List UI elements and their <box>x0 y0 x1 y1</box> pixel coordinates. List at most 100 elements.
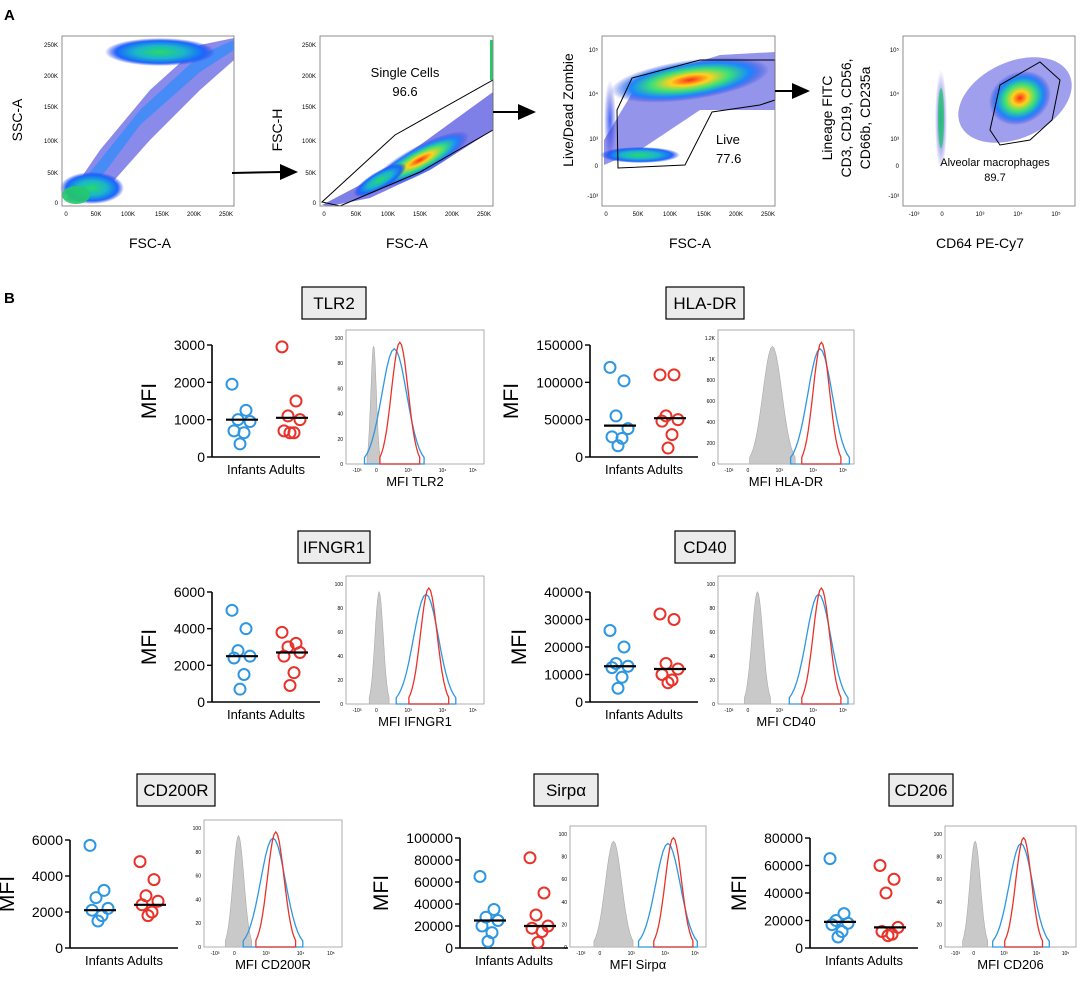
histogram-y-tick: 20 <box>936 922 942 928</box>
marker-title: HLA-DR <box>673 294 736 313</box>
xtick: 0 <box>64 212 68 218</box>
xtick: 200K <box>445 212 459 218</box>
histogram-y-tick: 60 <box>709 630 715 636</box>
gating-plot-ssc-fsc: 250K 200K 150K 100K 50K 0 0 50K 100K 150… <box>9 35 235 251</box>
histogram: 100 80 60 40 20 0 -10³ 0 10³ 10⁴ 10⁵ MFI Sirpα <box>559 825 707 972</box>
histogram-x-tick: 10⁵ <box>1062 951 1070 957</box>
ytick: 10³ <box>589 137 598 143</box>
histogram-frame <box>569 825 707 948</box>
marker-title-box <box>301 286 367 320</box>
data-point-adults <box>661 441 675 455</box>
histogram-y-tick: 40 <box>337 654 343 660</box>
histogram-x-tick: -10³ <box>211 951 220 957</box>
y-tick-label: 0 <box>795 940 803 956</box>
histogram-x-tick: 10⁴ <box>297 951 305 957</box>
histogram-y-tick: 0 <box>712 462 715 468</box>
y-tick-label: 20000 <box>764 913 803 929</box>
histogram: 1.2K 1K 800 600 400 200 0 -10³ 0 10³ 10⁴ 10⁵ MFI HLA… <box>705 329 855 489</box>
gate-name: Single Cells <box>371 65 440 80</box>
histogram-y-tick: 40 <box>337 412 343 418</box>
data-point-infants <box>605 661 619 675</box>
histogram-infants-peak <box>395 593 457 705</box>
xtick: 200K <box>187 212 201 218</box>
marker-title: CD200R <box>143 781 208 800</box>
y-tick-label: 0 <box>575 449 583 465</box>
histogram-x-tick: 0 <box>972 951 975 957</box>
histogram-y-tick: 800 <box>707 378 716 384</box>
data-point-infants <box>615 670 629 684</box>
gate-value: 77.6 <box>716 151 741 166</box>
data-point-infants <box>487 903 501 916</box>
histogram-y-tick: 0 <box>939 945 942 951</box>
histogram-control-peak <box>749 345 796 465</box>
y-axis-label: MFI <box>138 629 161 665</box>
histogram-infants-peak <box>637 842 698 948</box>
y-axis-label: MFI <box>500 383 523 419</box>
ytick: 0 <box>896 164 900 170</box>
y-tick-label: 2000 <box>32 904 63 920</box>
data-point-infants <box>225 603 239 617</box>
histogram-x-tick: 10⁴ <box>661 951 669 957</box>
marker-title: CD40 <box>683 538 726 557</box>
data-point-adults <box>283 679 297 692</box>
ytick: 150K <box>44 105 58 111</box>
y-axis-label: MFI <box>728 875 751 911</box>
marker-title-box <box>665 286 745 320</box>
density-cloud <box>902 35 1076 207</box>
data-point-adults <box>873 859 887 872</box>
xtick: 250K <box>477 212 491 218</box>
histogram: 100 80 60 40 20 0 -10³ 0 10³ 10⁴ 10⁵ MFI CD40 <box>707 575 855 729</box>
gating-plot-macrophages: Alveolar macrophages 89.7 10⁵ 10⁴ 10³ 0 … <box>819 35 1076 251</box>
data-point-adults <box>537 886 551 900</box>
data-point-adults <box>133 855 147 869</box>
xtick: 100K <box>121 212 135 218</box>
y-tick-label: 40000 <box>544 584 583 600</box>
gating2-xticks: 0 50K 100K 150K 200K 250K <box>322 212 491 218</box>
ytick: 10⁴ <box>890 91 900 98</box>
gating-plot-live-dead: Live 77.6 10⁵ 10⁴ 10³ 0 -10³ 0 50K 100K … <box>560 35 776 251</box>
y-tick-label: 0 <box>445 940 453 956</box>
histogram-infants-peak <box>788 593 849 705</box>
data-point-infants <box>603 624 617 637</box>
histogram-x-tick: 0 <box>747 468 750 474</box>
histogram-y-tick: 60 <box>195 874 201 880</box>
histogram-y-tick: 100 <box>559 832 568 838</box>
y-axis-label: MFI <box>370 875 393 911</box>
x-category-labels: Infants Adults <box>605 707 684 722</box>
y-axis-label: MFI <box>0 876 19 912</box>
histogram-x-tick: 10⁵ <box>839 468 847 474</box>
data-point-adults <box>655 414 669 428</box>
histogram-x-tick: 10⁴ <box>439 468 447 474</box>
marker-panel-cd206: CD206 80000 60000 40000 20000 0 MFI Infants Adu… <box>728 773 1077 972</box>
x-axis-label: CD64 PE-Cy7 <box>936 235 1024 251</box>
xtick: -10³ <box>909 212 920 218</box>
histogram-y-tick: 100 <box>335 582 344 588</box>
data-point-adults <box>275 625 289 639</box>
histogram-x-label: MFI CD206 <box>977 957 1043 972</box>
histogram: 100 80 60 40 20 0 -10³ 0 10³ 10⁴ 10⁵ MFI CD200R <box>193 819 343 972</box>
histogram: 100 80 60 40 20 0 -10³ 0 10³ 10⁴ 10⁵ MFI IFNGR1 <box>335 575 485 729</box>
marker-title: TLR2 <box>313 294 355 313</box>
ytick: 250K <box>44 43 58 49</box>
histogram-y-tick: 600 <box>707 399 716 405</box>
y-axis-label: SSC-A <box>9 98 25 141</box>
data-point-infants <box>89 891 103 905</box>
histogram-y-tick: 20 <box>561 922 567 928</box>
histogram-infants-peak <box>992 842 1050 948</box>
data-point-infants <box>239 403 253 417</box>
histogram-x-tick: 0 <box>233 951 236 957</box>
data-point-adults <box>531 936 545 949</box>
data-point-adults <box>147 873 161 887</box>
histogram-y-tick: 60 <box>936 877 942 883</box>
histogram-adults-peak <box>653 836 694 948</box>
data-point-infants <box>617 640 631 654</box>
data-point-adults <box>529 908 543 922</box>
y-tick-label: 150000 <box>536 337 583 353</box>
y-tick-label: 60000 <box>764 858 803 874</box>
gating4-yticks: 10⁵ 10⁴ 10³ 0 -10³ <box>888 47 899 200</box>
gate-name: Live <box>716 132 740 147</box>
ytick: 10³ <box>890 137 899 143</box>
y-tick-label: 100000 <box>406 830 453 846</box>
